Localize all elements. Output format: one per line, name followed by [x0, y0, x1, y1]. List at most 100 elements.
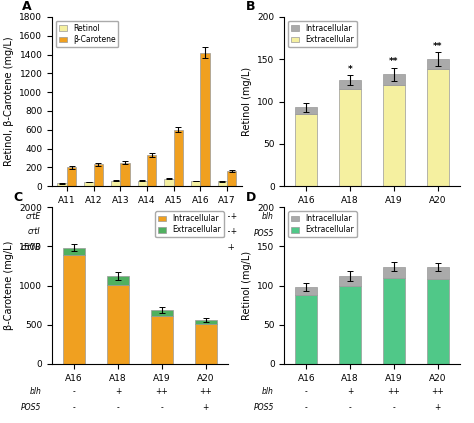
- Bar: [295, 287, 317, 295]
- Bar: [201, 52, 210, 186]
- Bar: [427, 59, 449, 69]
- Legend: Intracellular, Extracellular: Intracellular, Extracellular: [155, 211, 224, 237]
- Text: -: -: [305, 403, 308, 412]
- Text: +: +: [115, 387, 121, 396]
- Text: -: -: [91, 242, 94, 252]
- Bar: [57, 183, 67, 186]
- Bar: [295, 295, 317, 364]
- Text: -: -: [73, 387, 75, 396]
- Bar: [120, 162, 129, 186]
- Bar: [383, 267, 405, 277]
- Text: -: -: [64, 242, 67, 252]
- Text: C: C: [14, 191, 23, 204]
- Bar: [383, 85, 405, 186]
- Bar: [195, 324, 217, 364]
- Bar: [151, 310, 173, 316]
- Text: ++: ++: [199, 387, 212, 396]
- Text: B: B: [246, 0, 255, 13]
- Bar: [63, 255, 85, 364]
- Text: +: +: [117, 212, 123, 221]
- Bar: [195, 320, 217, 324]
- Text: ++: ++: [388, 387, 401, 396]
- Bar: [383, 74, 405, 85]
- Bar: [137, 181, 147, 186]
- Y-axis label: Retinol (mg/L): Retinol (mg/L): [242, 251, 252, 320]
- Bar: [427, 279, 449, 364]
- Text: -: -: [91, 227, 94, 236]
- Text: -: -: [349, 229, 352, 238]
- Text: ++: ++: [141, 212, 153, 221]
- Text: -: -: [64, 227, 67, 236]
- Text: -: -: [305, 212, 308, 221]
- Text: **: **: [433, 42, 443, 51]
- Text: crtYB: crtYB: [20, 242, 41, 252]
- Bar: [84, 182, 93, 186]
- Text: -: -: [160, 403, 163, 412]
- Text: POS5: POS5: [254, 403, 274, 412]
- Y-axis label: Retinol, β-Carotene (mg/L): Retinol, β-Carotene (mg/L): [4, 37, 14, 166]
- Bar: [339, 276, 361, 286]
- Legend: Retinol, β-Carotene: Retinol, β-Carotene: [56, 21, 118, 47]
- Bar: [107, 276, 129, 285]
- Text: -: -: [146, 242, 148, 252]
- Bar: [427, 267, 449, 279]
- Text: ++: ++: [222, 242, 235, 252]
- Text: blh: blh: [262, 212, 274, 221]
- Text: blh: blh: [262, 387, 274, 396]
- Text: +: +: [435, 229, 441, 238]
- Text: -: -: [392, 403, 395, 412]
- Text: -: -: [64, 212, 67, 221]
- Legend: Intracellular, Extracellular: Intracellular, Extracellular: [288, 21, 357, 47]
- Text: POS5: POS5: [254, 229, 274, 238]
- Text: ++: ++: [168, 212, 181, 221]
- Bar: [147, 155, 156, 186]
- Text: +: +: [202, 403, 209, 412]
- Text: **: **: [389, 57, 399, 66]
- Text: +: +: [435, 403, 441, 412]
- Bar: [339, 80, 361, 89]
- Text: +: +: [347, 212, 353, 221]
- Text: -: -: [118, 242, 121, 252]
- Text: -: -: [349, 403, 352, 412]
- Text: +++: +++: [191, 212, 210, 221]
- Text: -: -: [305, 387, 308, 396]
- Bar: [383, 277, 405, 364]
- Text: +: +: [117, 227, 123, 236]
- Bar: [173, 130, 183, 186]
- Bar: [151, 316, 173, 364]
- Text: -: -: [73, 403, 75, 412]
- Text: crtI: crtI: [28, 227, 41, 236]
- Text: +: +: [198, 242, 204, 252]
- Y-axis label: Retinol (mg/L): Retinol (mg/L): [242, 67, 252, 136]
- Text: -: -: [117, 403, 119, 412]
- Bar: [295, 107, 317, 114]
- Bar: [339, 286, 361, 364]
- Bar: [93, 165, 103, 186]
- Text: +++: +++: [219, 212, 238, 221]
- Text: crtE: crtE: [26, 212, 41, 221]
- Bar: [191, 181, 201, 186]
- Text: +++: +++: [191, 227, 210, 236]
- Text: blh: blh: [30, 387, 42, 396]
- Bar: [164, 179, 173, 186]
- Bar: [218, 181, 227, 186]
- Bar: [339, 89, 361, 186]
- Bar: [227, 171, 237, 186]
- Bar: [63, 247, 85, 255]
- Legend: Intracellular, Extracellular: Intracellular, Extracellular: [288, 211, 357, 237]
- Text: +: +: [90, 212, 96, 221]
- Text: -: -: [305, 229, 308, 238]
- Bar: [67, 168, 76, 186]
- Bar: [107, 285, 129, 364]
- Text: +: +: [171, 242, 177, 252]
- Bar: [427, 69, 449, 186]
- Text: -: -: [392, 229, 395, 238]
- Text: ++: ++: [168, 227, 181, 236]
- Text: +: +: [347, 387, 353, 396]
- Text: +++: +++: [219, 227, 238, 236]
- Text: ++: ++: [155, 387, 168, 396]
- Text: ++: ++: [431, 212, 444, 221]
- Y-axis label: β-Carotene (mg/L): β-Carotene (mg/L): [4, 241, 14, 330]
- Bar: [111, 181, 120, 186]
- Text: D: D: [246, 191, 256, 204]
